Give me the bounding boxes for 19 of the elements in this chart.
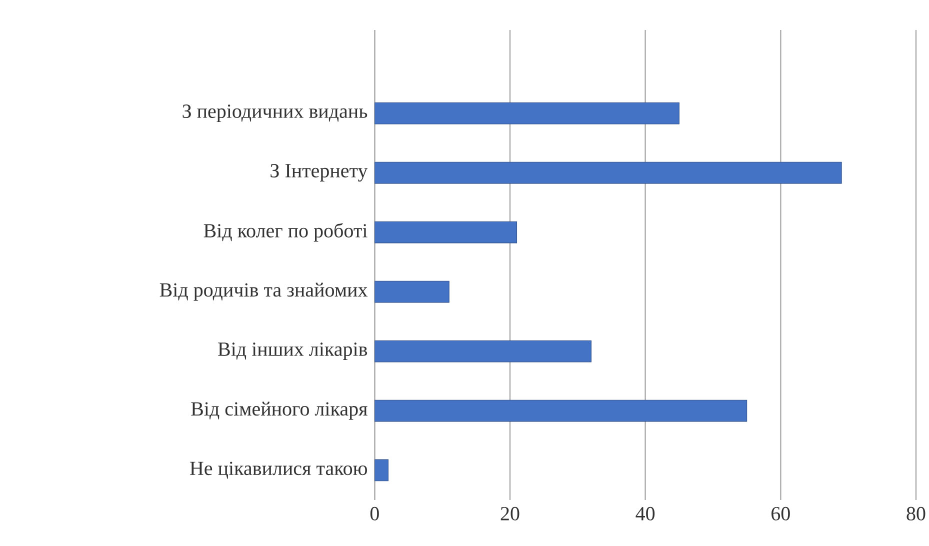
y-tick-label: З Інтернету <box>270 164 368 182</box>
x-tick-label: 40 <box>636 506 655 520</box>
y-tick-label: Від родичів та знайомих <box>160 282 368 301</box>
x-tick-label: 20 <box>500 506 520 520</box>
x-tick-label: 60 <box>772 506 790 520</box>
bar <box>374 221 518 244</box>
y-tick-label: Від колег по роботі <box>204 223 368 242</box>
bar <box>374 459 388 482</box>
bar <box>374 102 680 124</box>
bar <box>374 400 748 422</box>
y-tick-label: Не цікавилися такою <box>190 462 367 479</box>
y-tick-label: З періодичних видань <box>182 104 368 122</box>
bar <box>374 280 450 303</box>
y-tick-label: Від інших лікарів <box>218 342 368 360</box>
bar <box>374 162 842 184</box>
x-tick-label: 80 <box>906 506 926 520</box>
y-tick-label: Від сімейного лікаря <box>191 402 368 420</box>
bar <box>374 340 592 362</box>
x-tick-label: 0 <box>370 506 379 520</box>
